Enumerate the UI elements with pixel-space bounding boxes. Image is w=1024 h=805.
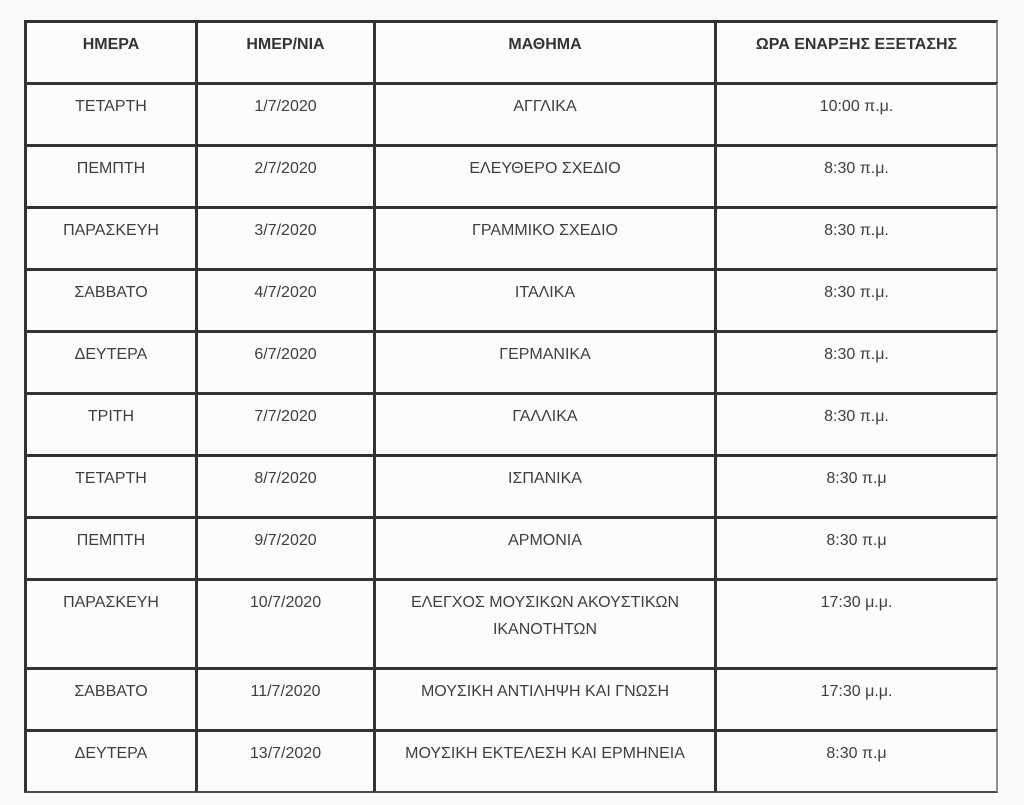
- cell-date: 6/7/2020: [195, 330, 373, 392]
- table-row: ΤΕΤΑΡΤΗ 8/7/2020 ΙΣΠΑΝΙΚΑ 8:30 π.μ: [24, 454, 998, 516]
- cell-subject: ΓΕΡΜΑΝΙΚΑ: [373, 330, 714, 392]
- table-row: ΤΡΙΤΗ 7/7/2020 ΓΑΛΛΙΚΑ 8:30 π.μ.: [24, 392, 998, 454]
- cell-day: ΠΕΜΠΤΗ: [24, 516, 195, 578]
- cell-date: 11/7/2020: [195, 667, 373, 729]
- cell-subject: ΓΑΛΛΙΚΑ: [373, 392, 714, 454]
- cell-start-time: 8:30 π.μ.: [714, 330, 998, 392]
- cell-subject: ΓΡΑΜΜΙΚΟ ΣΧΕΔΙΟ: [373, 206, 714, 268]
- schedule-table-body: ΤΕΤΑΡΤΗ 1/7/2020 ΑΓΓΛΙΚΑ 10:00 π.μ. ΠΕΜΠΤΗ 2/…: [24, 82, 998, 793]
- cell-start-time: 17:30 μ.μ.: [714, 667, 998, 729]
- cell-start-time: 8:30 π.μ.: [714, 144, 998, 206]
- cell-day: ΤΕΤΑΡΤΗ: [24, 82, 195, 144]
- cell-start-time: 8:30 π.μ: [714, 729, 998, 793]
- cell-start-time: 8:30 π.μ: [714, 454, 998, 516]
- cell-subject: ΕΛΕΓΧΟΣ ΜΟΥΣΙΚΩΝ ΑΚΟΥΣΤΙΚΩΝ ΙΚΑΝΟΤΗΤΩΝ: [373, 578, 714, 667]
- cell-date: 1/7/2020: [195, 82, 373, 144]
- table-row: ΤΕΤΑΡΤΗ 1/7/2020 ΑΓΓΛΙΚΑ 10:00 π.μ.: [24, 82, 998, 144]
- cell-subject: ΕΛΕΥΘΕΡΟ ΣΧΕΔΙΟ: [373, 144, 714, 206]
- header-subject: ΜΑΘΗΜΑ: [373, 20, 714, 82]
- cell-date: 7/7/2020: [195, 392, 373, 454]
- cell-start-time: 8:30 π.μ.: [714, 392, 998, 454]
- header-day: ΗΜΕΡΑ: [24, 20, 195, 82]
- cell-start-time: 8:30 π.μ: [714, 516, 998, 578]
- cell-day: ΤΡΙΤΗ: [24, 392, 195, 454]
- cell-subject: ΑΓΓΛΙΚΑ: [373, 82, 714, 144]
- cell-day: ΠΑΡΑΣΚΕΥΗ: [24, 206, 195, 268]
- table-row: ΠΑΡΑΣΚΕΥΗ 3/7/2020 ΓΡΑΜΜΙΚΟ ΣΧΕΔΙΟ 8:30 π.μ…: [24, 206, 998, 268]
- cell-day: ΔΕΥΤΕΡΑ: [24, 729, 195, 793]
- exam-schedule-table: ΗΜΕΡΑ ΗΜΕΡ/ΝΙΑ ΜΑΘΗΜΑ ΩΡΑ ΕΝΑΡΞΗΣ ΕΞΕΤΑΣ…: [24, 20, 998, 793]
- table-row: ΔΕΥΤΕΡΑ 13/7/2020 ΜΟΥΣΙΚΗ ΕΚΤΕΛΕΣΗ ΚΑΙ ΕΡΜ…: [24, 729, 998, 793]
- cell-day: ΔΕΥΤΕΡΑ: [24, 330, 195, 392]
- cell-subject: ΙΤΑΛΙΚΑ: [373, 268, 714, 330]
- cell-start-time: 8:30 π.μ.: [714, 268, 998, 330]
- table-header: ΗΜΕΡΑ ΗΜΕΡ/ΝΙΑ ΜΑΘΗΜΑ ΩΡΑ ΕΝΑΡΞΗΣ ΕΞΕΤΑΣ…: [24, 20, 998, 82]
- cell-date: 2/7/2020: [195, 144, 373, 206]
- cell-date: 10/7/2020: [195, 578, 373, 667]
- header-row: ΗΜΕΡΑ ΗΜΕΡ/ΝΙΑ ΜΑΘΗΜΑ ΩΡΑ ΕΝΑΡΞΗΣ ΕΞΕΤΑΣ…: [24, 20, 998, 82]
- header-start-time: ΩΡΑ ΕΝΑΡΞΗΣ ΕΞΕΤΑΣΗΣ: [714, 20, 998, 82]
- cell-start-time: 10:00 π.μ.: [714, 82, 998, 144]
- table-row: ΣΑΒΒΑΤΟ 4/7/2020 ΙΤΑΛΙΚΑ 8:30 π.μ.: [24, 268, 998, 330]
- header-date: ΗΜΕΡ/ΝΙΑ: [195, 20, 373, 82]
- cell-date: 9/7/2020: [195, 516, 373, 578]
- cell-start-time: 8:30 π.μ.: [714, 206, 998, 268]
- cell-day: ΠΕΜΠΤΗ: [24, 144, 195, 206]
- cell-date: 8/7/2020: [195, 454, 373, 516]
- table-row: ΠΕΜΠΤΗ 9/7/2020 ΑΡΜΟΝΙΑ 8:30 π.μ: [24, 516, 998, 578]
- cell-day: ΣΑΒΒΑΤΟ: [24, 268, 195, 330]
- cell-subject: ΜΟΥΣΙΚΗ ΕΚΤΕΛΕΣΗ ΚΑΙ ΕΡΜΗΝΕΙΑ: [373, 729, 714, 793]
- table-row: ΣΑΒΒΑΤΟ 11/7/2020 ΜΟΥΣΙΚΗ ΑΝΤΙΛΗΨΗ ΚΑΙ ΓΝΩ…: [24, 667, 998, 729]
- cell-day: ΣΑΒΒΑΤΟ: [24, 667, 195, 729]
- cell-date: 13/7/2020: [195, 729, 373, 793]
- table-row: ΔΕΥΤΕΡΑ 6/7/2020 ΓΕΡΜΑΝΙΚΑ 8:30 π.μ.: [24, 330, 998, 392]
- table-row: ΠΑΡΑΣΚΕΥΗ 10/7/2020 ΕΛΕΓΧΟΣ ΜΟΥΣΙΚΩΝ ΑΚΟΥΣ…: [24, 578, 998, 667]
- exam-schedule: ΗΜΕΡΑ ΗΜΕΡ/ΝΙΑ ΜΑΘΗΜΑ ΩΡΑ ΕΝΑΡΞΗΣ ΕΞΕΤΑΣ…: [24, 20, 998, 793]
- cell-subject: ΙΣΠΑΝΙΚΑ: [373, 454, 714, 516]
- cell-subject: ΜΟΥΣΙΚΗ ΑΝΤΙΛΗΨΗ ΚΑΙ ΓΝΩΣΗ: [373, 667, 714, 729]
- cell-day: ΤΕΤΑΡΤΗ: [24, 454, 195, 516]
- cell-date: 4/7/2020: [195, 268, 373, 330]
- cell-day: ΠΑΡΑΣΚΕΥΗ: [24, 578, 195, 667]
- cell-subject: ΑΡΜΟΝΙΑ: [373, 516, 714, 578]
- table-row: ΠΕΜΠΤΗ 2/7/2020 ΕΛΕΥΘΕΡΟ ΣΧΕΔΙΟ 8:30 π.μ.: [24, 144, 998, 206]
- cell-date: 3/7/2020: [195, 206, 373, 268]
- cell-start-time: 17:30 μ.μ.: [714, 578, 998, 667]
